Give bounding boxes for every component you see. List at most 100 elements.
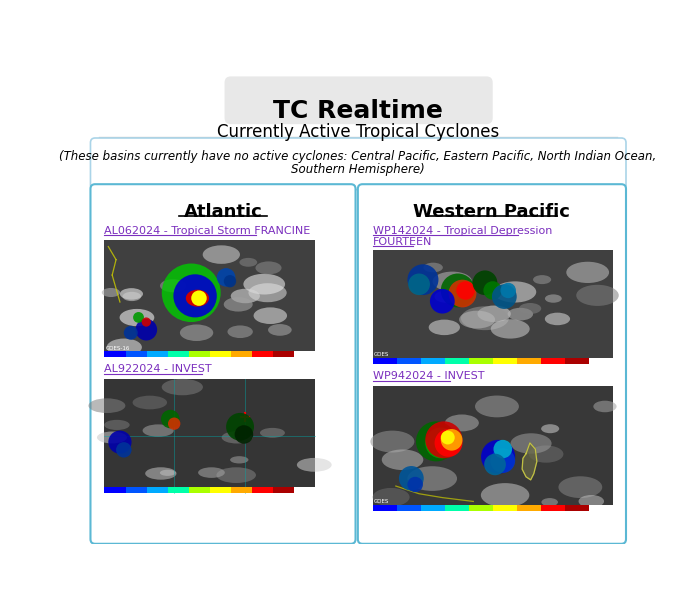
Circle shape bbox=[235, 425, 253, 444]
Text: (These basins currently have no active cyclones: Central Pacific, Eastern Pacifi: (These basins currently have no active c… bbox=[59, 150, 656, 163]
Ellipse shape bbox=[370, 431, 415, 453]
Ellipse shape bbox=[507, 308, 533, 320]
Bar bbox=[541, 358, 565, 364]
Text: GOES: GOES bbox=[374, 353, 389, 357]
Bar bbox=[104, 351, 126, 357]
Circle shape bbox=[136, 319, 157, 340]
Bar bbox=[493, 505, 517, 511]
Polygon shape bbox=[522, 443, 537, 480]
Bar bbox=[210, 487, 231, 493]
Bar bbox=[373, 386, 613, 511]
Ellipse shape bbox=[239, 258, 257, 267]
Bar bbox=[493, 358, 517, 364]
Ellipse shape bbox=[529, 445, 563, 463]
Ellipse shape bbox=[133, 396, 167, 409]
Circle shape bbox=[108, 431, 131, 454]
Ellipse shape bbox=[510, 433, 552, 454]
Ellipse shape bbox=[433, 272, 472, 291]
Circle shape bbox=[124, 326, 138, 340]
Bar bbox=[104, 379, 315, 493]
Ellipse shape bbox=[559, 477, 603, 498]
Circle shape bbox=[473, 271, 498, 295]
Bar bbox=[273, 351, 294, 357]
Circle shape bbox=[408, 274, 430, 295]
Ellipse shape bbox=[542, 498, 558, 507]
Ellipse shape bbox=[459, 310, 495, 329]
Bar bbox=[126, 487, 147, 493]
Ellipse shape bbox=[122, 292, 141, 301]
Ellipse shape bbox=[160, 279, 186, 292]
Ellipse shape bbox=[424, 263, 443, 273]
Bar bbox=[396, 505, 421, 511]
Circle shape bbox=[173, 274, 217, 317]
Ellipse shape bbox=[435, 290, 459, 303]
Ellipse shape bbox=[477, 306, 511, 322]
Ellipse shape bbox=[224, 297, 253, 312]
Bar bbox=[231, 487, 252, 493]
Bar bbox=[468, 505, 493, 511]
Ellipse shape bbox=[461, 306, 509, 330]
Ellipse shape bbox=[255, 262, 282, 274]
Circle shape bbox=[449, 280, 477, 307]
Text: Currently Active Tropical Cyclones: Currently Active Tropical Cyclones bbox=[217, 123, 499, 141]
Bar bbox=[189, 351, 210, 357]
Circle shape bbox=[441, 274, 475, 307]
Text: Southern Hemisphere): Southern Hemisphere) bbox=[291, 163, 425, 177]
Ellipse shape bbox=[545, 313, 570, 325]
Circle shape bbox=[399, 466, 424, 491]
Ellipse shape bbox=[268, 324, 291, 336]
Circle shape bbox=[168, 417, 180, 430]
Bar bbox=[210, 351, 231, 357]
Ellipse shape bbox=[97, 431, 127, 444]
Ellipse shape bbox=[481, 483, 529, 507]
Ellipse shape bbox=[579, 495, 604, 508]
Bar bbox=[147, 351, 168, 357]
Ellipse shape bbox=[193, 302, 209, 310]
Circle shape bbox=[224, 275, 236, 287]
Circle shape bbox=[425, 428, 456, 458]
Circle shape bbox=[192, 290, 207, 306]
Text: AL922024 - INVEST: AL922024 - INVEST bbox=[104, 364, 212, 375]
Ellipse shape bbox=[576, 285, 619, 306]
Ellipse shape bbox=[445, 414, 479, 431]
FancyBboxPatch shape bbox=[90, 184, 356, 544]
Ellipse shape bbox=[382, 450, 424, 470]
Circle shape bbox=[492, 284, 517, 309]
Ellipse shape bbox=[217, 467, 256, 483]
Bar bbox=[445, 358, 468, 364]
Circle shape bbox=[133, 312, 144, 323]
Ellipse shape bbox=[186, 290, 209, 307]
Circle shape bbox=[435, 429, 463, 457]
Ellipse shape bbox=[519, 303, 541, 314]
Ellipse shape bbox=[227, 326, 253, 338]
Ellipse shape bbox=[203, 246, 240, 264]
Circle shape bbox=[425, 422, 463, 458]
Circle shape bbox=[408, 477, 423, 492]
Ellipse shape bbox=[545, 295, 562, 302]
Ellipse shape bbox=[120, 288, 143, 299]
Circle shape bbox=[493, 440, 512, 458]
Circle shape bbox=[116, 442, 131, 458]
Text: Atlantic: Atlantic bbox=[184, 203, 262, 221]
Bar bbox=[273, 487, 294, 493]
Bar bbox=[373, 251, 613, 364]
Circle shape bbox=[441, 429, 463, 451]
Bar bbox=[294, 351, 315, 357]
Bar bbox=[589, 505, 613, 511]
Ellipse shape bbox=[475, 395, 519, 417]
Bar bbox=[373, 358, 396, 364]
Bar bbox=[541, 505, 565, 511]
Ellipse shape bbox=[104, 420, 130, 430]
Ellipse shape bbox=[230, 456, 248, 464]
Ellipse shape bbox=[254, 307, 287, 324]
Circle shape bbox=[408, 265, 438, 295]
Ellipse shape bbox=[566, 262, 609, 283]
Ellipse shape bbox=[180, 324, 213, 341]
Circle shape bbox=[441, 431, 455, 444]
Bar bbox=[294, 487, 315, 493]
Text: GOES-16: GOES-16 bbox=[106, 345, 130, 351]
Ellipse shape bbox=[231, 289, 260, 303]
Ellipse shape bbox=[145, 467, 176, 480]
Text: GOES: GOES bbox=[374, 499, 389, 503]
Circle shape bbox=[226, 413, 254, 441]
